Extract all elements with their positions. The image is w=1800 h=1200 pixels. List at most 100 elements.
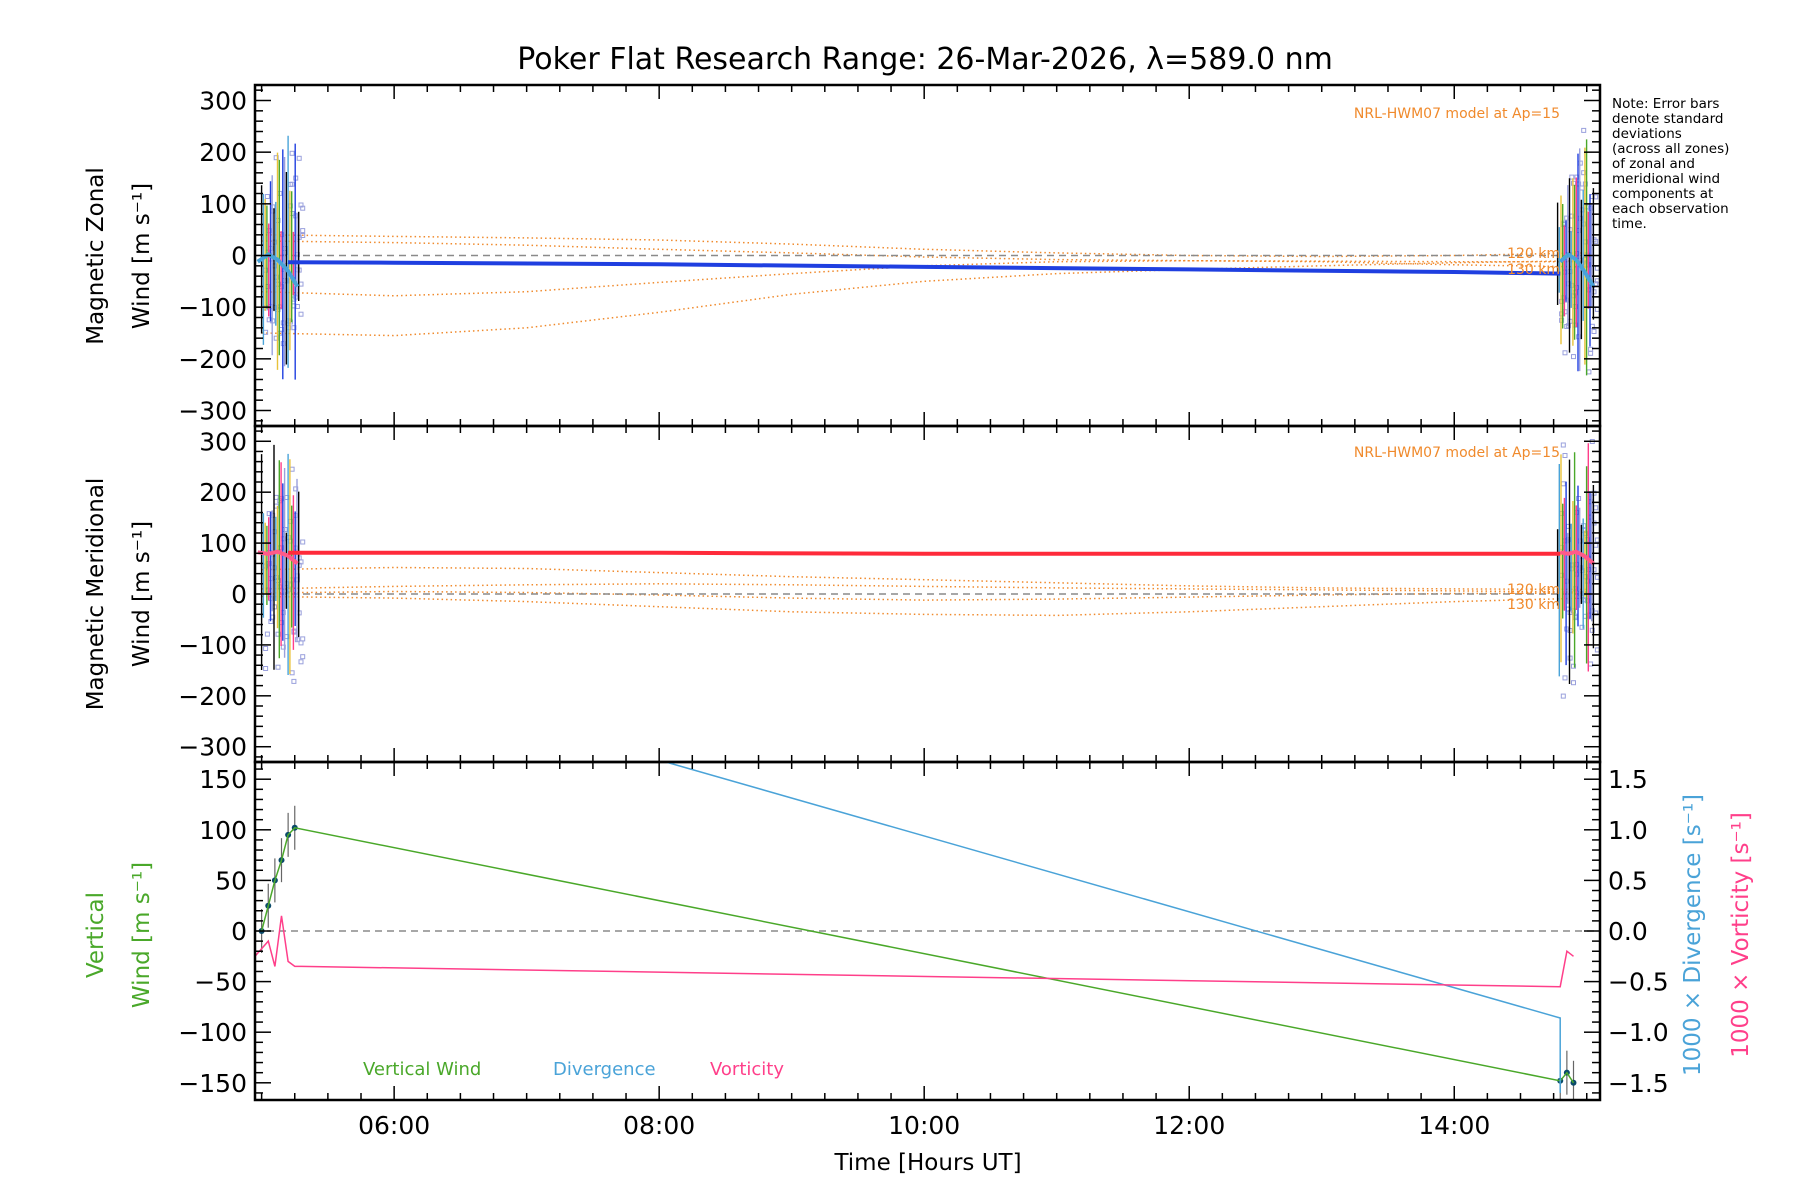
panel2-series-model-2 xyxy=(261,583,1587,593)
y-tick-label: −50 xyxy=(194,968,247,997)
zone-sample-marker xyxy=(1560,442,1566,448)
meridional-ylabel-line2: Wind [m s⁻¹] xyxy=(129,521,155,667)
right-y-tick-label: 0.5 xyxy=(1608,866,1648,895)
zone-sample-marker xyxy=(1560,481,1566,487)
zone-sample-marker xyxy=(1588,346,1594,352)
y-tick-label: 100 xyxy=(199,816,247,845)
zone-sample-marker xyxy=(300,205,306,211)
vertical-ylabel-line2: Wind [m s⁻¹] xyxy=(129,862,155,1008)
chart-title: Poker Flat Research Range: 26-Mar-2026, … xyxy=(517,42,1333,77)
zone-sample-marker xyxy=(1571,354,1576,360)
y-tick-label: −200 xyxy=(178,345,247,374)
zone-sample-marker xyxy=(1581,127,1587,133)
zone-sample-marker xyxy=(1562,350,1568,356)
zone-sample-marker xyxy=(1593,542,1599,548)
y-tick-label: 50 xyxy=(215,866,247,895)
note-line: of zonal and xyxy=(1612,156,1695,172)
zone-sample-marker xyxy=(289,466,295,472)
note-line: Note: Error bars xyxy=(1612,96,1719,112)
note-line: components at xyxy=(1612,186,1713,202)
y-tick-label: −100 xyxy=(178,631,247,660)
zone-sample-marker xyxy=(273,335,279,341)
legend-divergence: Divergence xyxy=(553,1059,656,1080)
right-y-tick-label: −0.5 xyxy=(1608,968,1669,997)
zonal-model-label: NRL-HWM07 model at Ap=15 xyxy=(1354,106,1560,122)
right-y-tick-label: 0.0 xyxy=(1608,917,1648,946)
zone-sample-marker xyxy=(298,281,304,287)
y-tick-label: 150 xyxy=(199,765,247,794)
y-tick-label: 0 xyxy=(231,242,247,271)
zonal-wind-panel: 300 200 100 0 −100 −200 −300 NRL-HWM07 model a… xyxy=(83,83,1602,428)
zone-sample-marker xyxy=(298,311,304,317)
meridional-120km-label: 120 km xyxy=(1507,582,1560,598)
x-tick-label: 08:00 xyxy=(623,1111,695,1140)
meridional-ylabel-line1: Magnetic Meridional xyxy=(83,478,109,711)
zonal-120km-label: 120 km xyxy=(1507,246,1560,262)
note-line: deviations xyxy=(1612,126,1682,142)
vorticity-ylabel: 1000 × Vorticity [s⁻¹] xyxy=(1728,812,1754,1058)
zone-sample-marker xyxy=(1586,369,1592,375)
y-tick-label: 300 xyxy=(199,427,247,456)
zone-sample-marker xyxy=(296,155,302,161)
note-line: denote standard xyxy=(1612,111,1723,127)
panel2-series-model-4 xyxy=(261,595,1587,617)
zone-sample-marker xyxy=(300,636,306,642)
end-mean-segment xyxy=(256,252,300,288)
legend-vertical-wind: Vertical Wind xyxy=(363,1059,481,1080)
y-tick-label: −150 xyxy=(178,1069,247,1098)
panel3-series-divergence xyxy=(665,761,1561,1093)
zone-sample-marker xyxy=(300,654,306,660)
y-tick-label: −200 xyxy=(178,682,247,711)
x-tick-label: 10:00 xyxy=(888,1111,960,1140)
x-tick-label: 12:00 xyxy=(1153,1111,1225,1140)
note-line: meridional wind xyxy=(1612,171,1720,187)
panel2-series-model-1 xyxy=(261,566,1587,591)
zone-sample-marker xyxy=(1579,624,1585,630)
zone-sample-marker xyxy=(264,194,270,199)
zone-sample-marker xyxy=(293,486,299,492)
panel2-series-model-3 xyxy=(261,590,1587,601)
x-tick-label: 06:00 xyxy=(358,1111,430,1140)
panel1-series-model-3 xyxy=(261,259,1587,297)
zone-sample-marker xyxy=(1560,693,1566,699)
meridional-wind-panel: 300 200 100 0 −100 −200 −300 NRL-HWM07 model a… xyxy=(83,424,1602,764)
meridional-model-label: NRL-HWM07 model at Ap=15 xyxy=(1354,445,1560,461)
y-tick-label: 100 xyxy=(199,529,247,558)
y-tick-label: 0 xyxy=(231,580,247,609)
meridional-130km-label: 130 km xyxy=(1507,597,1560,613)
zone-sample-marker xyxy=(1564,215,1570,221)
zone-sample-marker xyxy=(1581,170,1587,176)
end-mean-segment xyxy=(1558,251,1596,288)
x-axis-label: Time [Hours UT] xyxy=(833,1150,1021,1176)
legend-vorticity: Vorticity xyxy=(710,1059,784,1080)
zone-sample-marker xyxy=(273,155,279,161)
y-tick-label: 300 xyxy=(199,87,247,116)
y-tick-label: −100 xyxy=(178,293,247,322)
y-tick-label: 200 xyxy=(199,478,247,507)
note-line: each observation xyxy=(1612,201,1729,217)
zone-sample-marker xyxy=(263,646,269,651)
zone-sample-marker xyxy=(1591,329,1597,334)
right-y-tick-label: 1.5 xyxy=(1608,765,1648,794)
zone-sample-marker xyxy=(289,150,295,156)
y-tick-label: −300 xyxy=(178,397,247,426)
zone-sample-marker xyxy=(289,181,295,187)
zone-sample-marker xyxy=(275,664,281,670)
zone-sample-marker xyxy=(1579,185,1585,191)
zone-sample-marker xyxy=(1569,174,1575,180)
panel1-series-model-1 xyxy=(261,234,1587,258)
right-y-tick-label: −1.5 xyxy=(1608,1069,1669,1098)
zone-sample-marker xyxy=(291,678,297,684)
divergence-ylabel: 1000 × Divergence [s⁻¹] xyxy=(1680,794,1706,1076)
zone-sample-marker xyxy=(1593,505,1599,511)
y-tick-label: 0 xyxy=(231,917,247,946)
panel3-series-vertical-wind xyxy=(260,826,1575,1084)
end-mean-segment xyxy=(1559,549,1595,566)
x-tick-label: 14:00 xyxy=(1418,1111,1490,1140)
zone-sample-marker xyxy=(263,666,269,671)
zone-sample-marker xyxy=(300,539,306,545)
zonal-130km-label: 130 km xyxy=(1507,262,1560,278)
zonal-ylabel-line1: Magnetic Zonal xyxy=(83,167,109,345)
